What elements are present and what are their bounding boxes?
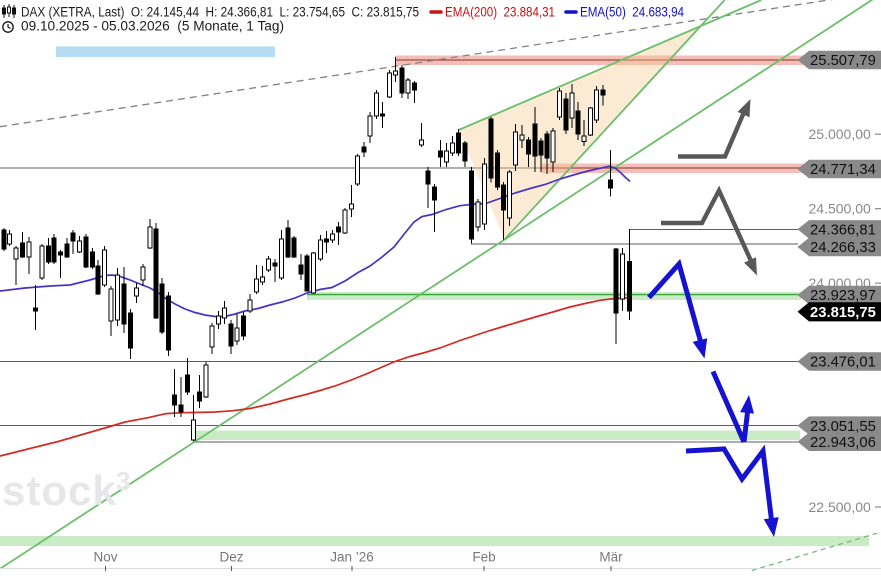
svg-text:09.10.2025 - 05.03.2026 (5 Mo: 09.10.2025 - 05.03.2026 (5 Monate, 1 Tag… (21, 19, 284, 34)
svg-text:24.366,81: 24.366,81 (810, 223, 876, 239)
svg-text:Dez: Dez (219, 550, 243, 565)
svg-text:23.051,55: 23.051,55 (810, 419, 876, 435)
svg-text:25.000,00: 25.000,00 (809, 126, 871, 142)
svg-text:EMA(50) 24.683,94: EMA(50) 24.683,94 (580, 5, 684, 20)
svg-text:Jan ’26: Jan ’26 (330, 550, 374, 565)
svg-text:DAX (XETRA, Last) O: 24.145,4: DAX (XETRA, Last) O: 24.145,44 H: 24.366… (21, 5, 419, 20)
svg-text:25.507,79: 25.507,79 (810, 53, 876, 69)
svg-text:22.500,00: 22.500,00 (809, 499, 871, 515)
svg-text:Feb: Feb (472, 550, 495, 565)
svg-text:Mär: Mär (599, 550, 623, 565)
svg-text:24.500,00: 24.500,00 (809, 201, 871, 217)
svg-text:24.266,33: 24.266,33 (810, 240, 876, 256)
svg-text:24.771,34: 24.771,34 (810, 162, 876, 178)
svg-text:EMA(200) 23.884,31: EMA(200) 23.884,31 (445, 5, 555, 20)
svg-text:stock: stock (2, 467, 117, 514)
svg-text:23.476,01: 23.476,01 (810, 355, 876, 371)
svg-text:Nov: Nov (93, 550, 117, 565)
svg-text:23.815,75: 23.815,75 (810, 305, 876, 321)
svg-text:22.943,06: 22.943,06 (810, 435, 876, 451)
svg-text:23.923,97: 23.923,97 (810, 288, 876, 304)
svg-text:3: 3 (116, 466, 130, 496)
